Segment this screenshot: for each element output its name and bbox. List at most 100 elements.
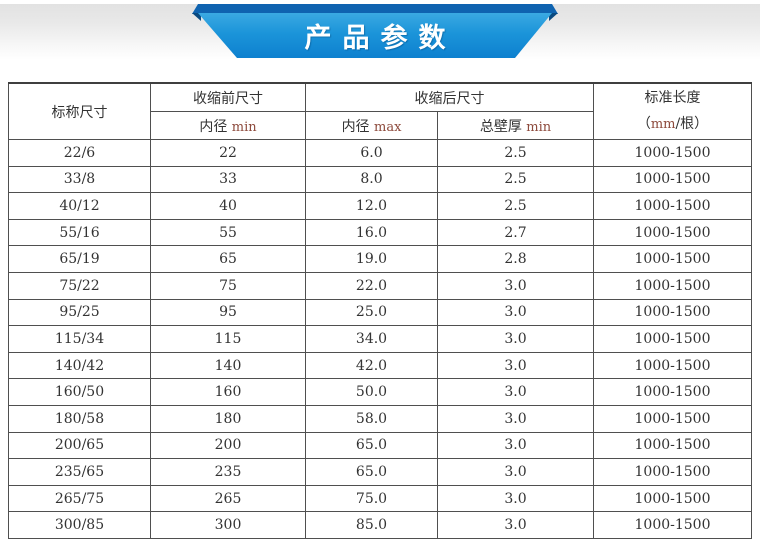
table-row: 115/34 115 34.0 3.0 1000-1500 [8, 325, 752, 353]
col-header-wall-thickness-min: 总壁厚 min [437, 111, 594, 140]
cell-inner-diameter-min: 65 [150, 245, 306, 273]
cell-inner-diameter-min: 200 [150, 431, 306, 460]
col-header-standard-length: 标准长度 （mm/根） [593, 82, 752, 140]
table-row: 200/65 200 65.0 3.0 1000-1500 [8, 431, 752, 460]
product-params-banner: 产品参数 [192, 4, 558, 58]
cell-wall-thickness-min: 3.0 [437, 511, 594, 539]
cell-nominal-size: 55/16 [8, 218, 151, 247]
cell-wall-thickness-min: 2.8 [437, 245, 594, 273]
cell-standard-length: 1000-1500 [593, 431, 752, 460]
cell-inner-diameter-max: 19.0 [305, 245, 438, 273]
cell-standard-length: 1000-1500 [593, 192, 752, 220]
cell-inner-diameter-max: 42.0 [305, 351, 438, 380]
cell-inner-diameter-max: 75.0 [305, 484, 438, 513]
banner-fold-right [549, 13, 558, 21]
table-row: 160/50 160 50.0 3.0 1000-1500 [8, 378, 752, 406]
cell-inner-diameter-min: 75 [150, 271, 306, 300]
cell-nominal-size: 235/65 [8, 458, 151, 486]
banner-title: 产品参数 [304, 23, 457, 53]
cell-inner-diameter-max: 65.0 [305, 431, 438, 460]
cell-inner-diameter-max: 22.0 [305, 271, 438, 300]
cell-standard-length: 1000-1500 [593, 218, 752, 247]
cell-nominal-size: 115/34 [8, 325, 151, 353]
cell-wall-thickness-min: 3.0 [437, 458, 594, 486]
cell-standard-length: 1000-1500 [593, 404, 752, 433]
table-row: 33/8 33 8.0 2.5 1000-1500 [8, 165, 752, 194]
cell-standard-length: 1000-1500 [593, 298, 752, 327]
cell-standard-length: 1000-1500 [593, 378, 752, 406]
cell-inner-diameter-max: 12.0 [305, 192, 438, 220]
cell-wall-thickness-min: 3.0 [437, 271, 594, 300]
col-header-inner-diameter-max: 内径 max [305, 111, 438, 140]
cell-wall-thickness-min: 2.5 [437, 192, 594, 220]
cell-inner-diameter-max: 50.0 [305, 378, 438, 406]
cell-inner-diameter-max: 58.0 [305, 404, 438, 433]
cell-inner-diameter-min: 95 [150, 298, 306, 327]
cell-standard-length: 1000-1500 [593, 139, 752, 167]
table-row: 65/19 65 19.0 2.8 1000-1500 [8, 245, 752, 273]
table-row: 55/16 55 16.0 2.7 1000-1500 [8, 218, 752, 247]
cell-standard-length: 1000-1500 [593, 484, 752, 513]
cell-nominal-size: 75/22 [8, 271, 151, 300]
banner-ribbon: 产品参数 [198, 13, 552, 58]
cell-wall-thickness-min: 3.0 [437, 484, 594, 513]
table-row: 140/42 140 42.0 3.0 1000-1500 [8, 351, 752, 380]
table-row: 300/85 300 85.0 3.0 1000-1500 [8, 511, 752, 539]
cell-inner-diameter-min: 300 [150, 511, 306, 539]
cell-inner-diameter-min: 22 [150, 139, 306, 167]
cell-nominal-size: 180/58 [8, 404, 151, 433]
cell-inner-diameter-max: 85.0 [305, 511, 438, 539]
cell-standard-length: 1000-1500 [593, 325, 752, 353]
col-header-after-shrink-group: 收缩后尺寸 [305, 82, 594, 112]
standard-length-unit: （mm/根） [636, 116, 709, 132]
cell-inner-diameter-max: 25.0 [305, 298, 438, 327]
cell-nominal-size: 33/8 [8, 165, 151, 194]
table-row: 95/25 95 25.0 3.0 1000-1500 [8, 298, 752, 327]
col-header-before-shrink-group: 收缩前尺寸 [150, 82, 306, 112]
cell-standard-length: 1000-1500 [593, 511, 752, 539]
cell-inner-diameter-min: 160 [150, 378, 306, 406]
cell-standard-length: 1000-1500 [593, 351, 752, 380]
table-header: 标称尺寸 收缩前尺寸 收缩后尺寸 标准长度 （mm/根） 内径 min 内径 m… [8, 82, 752, 140]
cell-nominal-size: 300/85 [8, 511, 151, 539]
cell-standard-length: 1000-1500 [593, 165, 752, 194]
header-row-2: 内径 min 内径 max 总壁厚 min [9, 111, 752, 140]
banner-area: 产品参数 [0, 0, 760, 70]
banner-top-bar [192, 4, 558, 14]
cell-wall-thickness-min: 3.0 [437, 431, 594, 460]
cell-inner-diameter-max: 6.0 [305, 139, 438, 167]
table-row: 75/22 75 22.0 3.0 1000-1500 [8, 271, 752, 300]
col-header-inner-diameter-min: 内径 min [150, 111, 306, 140]
cell-wall-thickness-min: 3.0 [437, 325, 594, 353]
table-body: 22/6 22 6.0 2.5 1000-1500 33/8 33 8.0 2.5 1000-15… [8, 139, 752, 539]
cell-standard-length: 1000-1500 [593, 245, 752, 273]
cell-inner-diameter-max: 8.0 [305, 165, 438, 194]
cell-inner-diameter-min: 33 [150, 165, 306, 194]
cell-inner-diameter-min: 40 [150, 192, 306, 220]
banner-fold-left [192, 13, 201, 21]
cell-inner-diameter-min: 180 [150, 404, 306, 433]
table-row: 265/75 265 75.0 3.0 1000-1500 [8, 484, 752, 513]
cell-wall-thickness-min: 2.5 [437, 165, 594, 194]
cell-inner-diameter-max: 16.0 [305, 218, 438, 247]
cell-nominal-size: 65/19 [8, 245, 151, 273]
col-header-nominal-size: 标称尺寸 [8, 82, 151, 140]
cell-nominal-size: 22/6 [8, 139, 151, 167]
table-row: 235/65 235 65.0 3.0 1000-1500 [8, 458, 752, 486]
cell-wall-thickness-min: 2.7 [437, 218, 594, 247]
cell-inner-diameter-min: 265 [150, 484, 306, 513]
cell-wall-thickness-min: 3.0 [437, 298, 594, 327]
cell-inner-diameter-min: 140 [150, 351, 306, 380]
cell-standard-length: 1000-1500 [593, 458, 752, 486]
cell-nominal-size: 140/42 [8, 351, 151, 380]
table-row: 22/6 22 6.0 2.5 1000-1500 [8, 139, 752, 167]
table-row: 40/12 40 12.0 2.5 1000-1500 [8, 192, 752, 220]
cell-inner-diameter-max: 65.0 [305, 458, 438, 486]
cell-wall-thickness-min: 3.0 [437, 351, 594, 380]
cell-nominal-size: 160/50 [8, 378, 151, 406]
cell-inner-diameter-min: 55 [150, 218, 306, 247]
cell-wall-thickness-min: 3.0 [437, 378, 594, 406]
standard-length-label: 标准长度 [644, 90, 701, 106]
cell-wall-thickness-min: 3.0 [437, 404, 594, 433]
header-row-1: 标称尺寸 收缩前尺寸 收缩后尺寸 标准长度 （mm/根） [8, 82, 752, 140]
